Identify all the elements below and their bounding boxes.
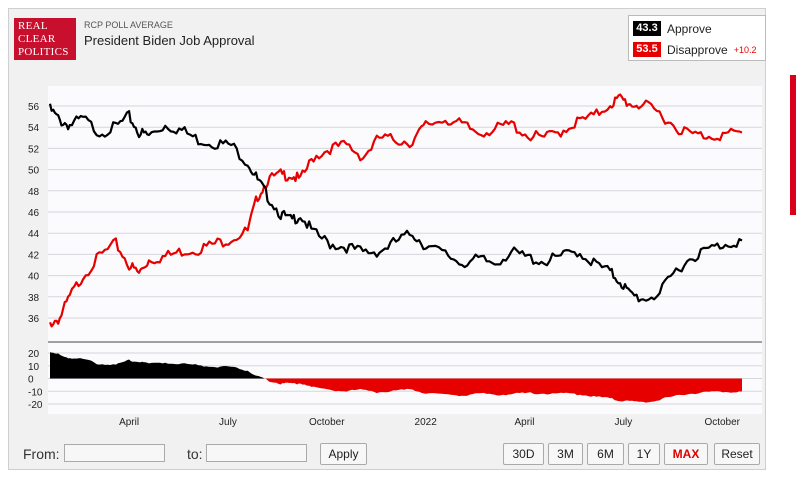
x-tick-label: October	[704, 417, 740, 428]
logo-line: POLITICS	[18, 46, 69, 58]
spread-y-tick-label: -10	[28, 387, 43, 398]
y-tick-label: 42	[28, 250, 40, 261]
y-tick-label: 56	[28, 102, 40, 113]
legend-disapprove: 53.5 Disapprove +10.2	[633, 42, 756, 57]
y-tick-label: 44	[28, 229, 40, 240]
spread-y-tick-label: 10	[28, 362, 40, 373]
logo-line: REAL	[18, 20, 48, 32]
x-tick-label: July	[614, 417, 632, 428]
x-tick-label: July	[219, 417, 237, 428]
y-tick-label: 36	[28, 314, 40, 325]
y-tick-label: 48	[28, 187, 40, 198]
y-tick-label: 40	[28, 272, 40, 283]
from-date-input[interactable]	[64, 444, 165, 462]
spread-value: +10.2	[733, 44, 757, 55]
range-max-button[interactable]: MAX	[664, 443, 708, 465]
spread-y-tick-label: 0	[28, 375, 34, 386]
y-tick-label: 52	[28, 144, 40, 155]
page-edge-accent	[790, 75, 796, 215]
approve-value: 43.3	[633, 21, 661, 36]
approve-series-line	[48, 103, 743, 303]
y-tick-label: 38	[28, 293, 40, 304]
range-6m-button[interactable]: 6M	[587, 443, 624, 465]
spread-y-tick-label: 20	[28, 349, 40, 360]
y-tick-label: 50	[28, 166, 40, 177]
x-tick-label: April	[515, 417, 535, 428]
from-label: From:	[23, 446, 60, 462]
reset-button[interactable]: Reset	[714, 443, 760, 465]
logo-line: CLEAR	[18, 33, 56, 45]
spread-positive-area	[50, 352, 742, 379]
range-3m-button[interactable]: 3M	[548, 443, 583, 465]
chart-title: President Biden Job Approval	[84, 33, 255, 48]
range-30d-button[interactable]: 30D	[503, 443, 544, 465]
rcp-logo: REAL CLEAR POLITICS	[14, 18, 76, 60]
spread-y-tick-label: -20	[28, 400, 43, 411]
apply-button[interactable]: Apply	[320, 443, 367, 465]
chart-supertitle: RCP POLL AVERAGE	[84, 20, 173, 30]
disapprove-label: Disapprove	[667, 42, 728, 57]
x-tick-label: April	[119, 417, 139, 428]
approve-label: Approve	[667, 21, 712, 36]
disapprove-series-line	[48, 93, 743, 328]
legend-approve: 43.3 Approve	[633, 21, 712, 36]
chart-legend: 43.3 Approve 53.5 Disapprove +10.2	[628, 15, 766, 61]
to-label: to:	[187, 446, 203, 462]
to-date-input[interactable]	[206, 444, 307, 462]
plot-area	[48, 86, 762, 414]
spread-negative-area	[50, 378, 742, 403]
date-controls: From: to: Apply 30D 3M 6M 1Y MAX Reset	[9, 434, 765, 469]
x-tick-label: 2022	[415, 417, 438, 428]
range-1y-button[interactable]: 1Y	[628, 443, 660, 465]
disapprove-value: 53.5	[633, 42, 661, 57]
x-tick-label: October	[309, 417, 345, 428]
y-tick-label: 54	[28, 123, 40, 134]
y-tick-label: 46	[28, 208, 40, 219]
